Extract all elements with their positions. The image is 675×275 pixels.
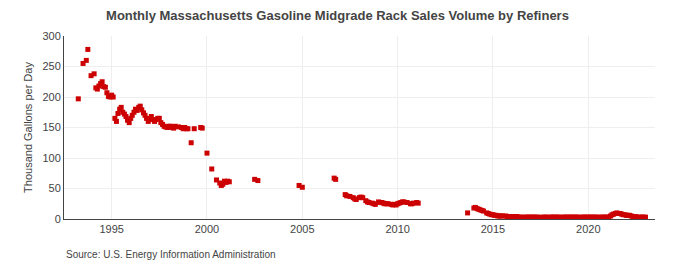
svg-text:2005: 2005 [290,223,314,235]
svg-text:0: 0 [55,213,61,225]
svg-text:100: 100 [42,152,60,164]
svg-text:2020: 2020 [576,223,600,235]
svg-text:Thousand Gallons per Day: Thousand Gallons per Day [22,62,34,193]
svg-text:2015: 2015 [481,223,505,235]
svg-text:50: 50 [49,182,61,194]
svg-text:150: 150 [42,121,60,133]
svg-text:200: 200 [42,91,60,103]
svg-text:2010: 2010 [385,223,409,235]
svg-text:Source: U.S. Energy Informatio: Source: U.S. Energy Information Administ… [66,249,276,260]
svg-text:Monthly Massachusetts Gasoline: Monthly Massachusetts Gasoline Midgrade … [106,8,569,23]
svg-text:250: 250 [42,60,60,72]
svg-text:300: 300 [42,30,60,42]
svg-text:2000: 2000 [195,223,219,235]
svg-text:1995: 1995 [99,223,123,235]
